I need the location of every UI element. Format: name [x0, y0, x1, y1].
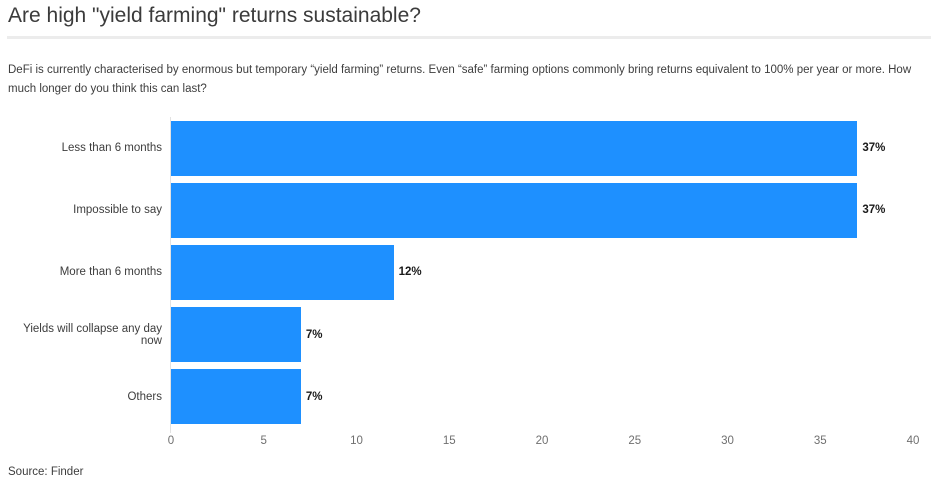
x-axis: 0 5 10 15 20 25 30 35 40: [167, 432, 920, 448]
bar-row: Impossible to say 37%: [0, 179, 939, 241]
x-tick-label: 20: [535, 435, 549, 447]
x-tick-label: 40: [906, 435, 920, 447]
category-label: Others: [127, 390, 162, 403]
bar: [171, 244, 394, 300]
x-tick-label: 0: [167, 435, 175, 447]
bar-track: 7%: [171, 369, 913, 425]
x-tick-label: 15: [442, 435, 456, 447]
bar-row: Yields will collapse any day now 7%: [0, 304, 939, 366]
bar: [171, 369, 301, 425]
value-label: 7%: [305, 390, 323, 403]
bar-row: Less than 6 months 37%: [0, 117, 939, 179]
bar-chart: Less than 6 months 37% Impossible to say 37…: [0, 117, 939, 428]
bar-row: More than 6 months 12%: [0, 241, 939, 303]
bar-row: Others 7%: [0, 366, 939, 428]
chart-title: Are high "yield farming" returns sustain…: [8, 4, 421, 27]
bar-track: 7%: [171, 307, 913, 363]
value-label: 37%: [862, 204, 886, 217]
value-label: 7%: [305, 328, 323, 341]
category-label: Yields will collapse any day now: [23, 322, 162, 347]
category-label: Less than 6 months: [61, 142, 162, 155]
bar: [171, 120, 858, 176]
category-label: Impossible to say: [73, 204, 162, 217]
x-tick-label: 5: [260, 435, 267, 447]
bar-track: 37%: [171, 120, 913, 176]
source-note: Source: Finder: [8, 466, 84, 478]
value-label: 37%: [862, 142, 886, 155]
bar-track: 37%: [171, 182, 913, 238]
x-tick-label: 35: [813, 435, 827, 447]
value-label: 12%: [398, 266, 422, 279]
x-tick-label: 10: [350, 435, 363, 447]
y-axis-line: [170, 117, 171, 433]
bar: [171, 307, 301, 363]
category-label: More than 6 months: [59, 266, 162, 279]
chart-subtitle: DeFi is currently characterised by enorm…: [8, 64, 912, 95]
title-divider: [7, 36, 931, 39]
bar: [171, 182, 858, 238]
x-tick-label: 30: [721, 435, 734, 447]
x-tick-label: 25: [628, 435, 642, 447]
bar-track: 12%: [171, 244, 913, 300]
